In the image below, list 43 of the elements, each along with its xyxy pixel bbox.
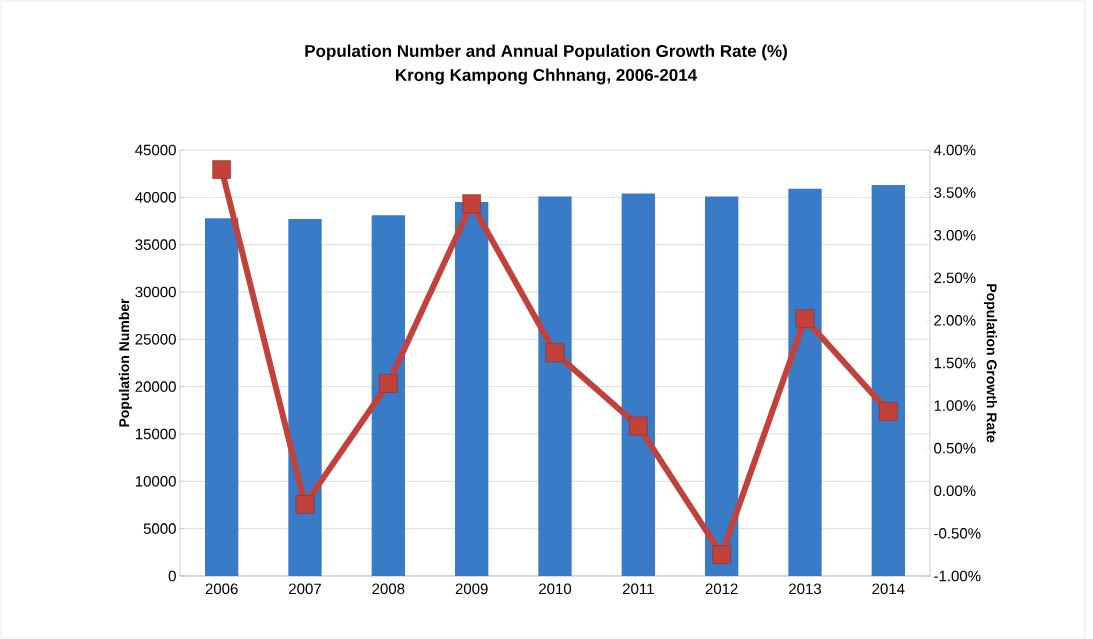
y-tick-label: 10000: [135, 476, 176, 487]
y2-tick-label: 3.00%: [934, 229, 976, 241]
y2-tick-label: 3.50%: [934, 187, 976, 198]
x-tick-label: 2011: [622, 583, 654, 595]
x-tick-label: 2012: [705, 583, 738, 595]
y-tick-label: 5000: [143, 523, 176, 534]
y-tick-label: 30000: [135, 286, 176, 298]
point: [545, 343, 565, 363]
y2-tick-label: 1.50%: [934, 357, 976, 369]
point: [795, 309, 815, 328]
y-tick-label: 25000: [135, 334, 176, 345]
point: [295, 495, 315, 514]
point: [879, 402, 898, 421]
y-tick-label: 15000: [135, 428, 176, 440]
y2-tick-label: 4.00%: [933, 144, 976, 156]
y2-tick-label: -0.50%: [934, 528, 981, 539]
x-tick-label: 2010: [539, 583, 572, 595]
y-tick-label: 45000: [135, 144, 176, 156]
y2-tick-label: 0.50%: [934, 442, 976, 454]
y-tick-label: 35000: [135, 239, 176, 250]
y2-axis-title: Population Growth Rate: [983, 284, 997, 443]
x-tick-label: 2008: [372, 583, 405, 595]
chart-subtitle: Krong Kampong Chhnang, 2006-2014: [396, 68, 698, 85]
y-axis-title: Population Number: [118, 298, 132, 427]
x-tick-label: 2006: [205, 583, 238, 595]
y2-tick-label: 1.00%: [934, 400, 976, 411]
point: [379, 374, 398, 393]
chart-title: Population Number and Annual Population Growth Rate (%): [305, 44, 787, 61]
point: [212, 160, 231, 179]
x-tick-label: 2007: [289, 583, 321, 595]
y-tick-label: 0: [168, 570, 176, 582]
point: [712, 545, 731, 564]
point: [629, 416, 648, 436]
y2-tick-label: -1.00%: [934, 570, 981, 582]
point: [462, 194, 481, 213]
y2-tick-label: 2.00%: [934, 315, 976, 326]
y2-tick-label: 2.50%: [934, 272, 976, 284]
x-tick-label: 2009: [455, 583, 488, 595]
x-tick-label: 2014: [872, 583, 905, 595]
y-tick-label: 40000: [135, 192, 176, 203]
y-tick-label: 20000: [135, 381, 176, 392]
y2-tick-label: 0.00%: [934, 485, 976, 497]
x-tick-label: 2013: [789, 583, 822, 595]
